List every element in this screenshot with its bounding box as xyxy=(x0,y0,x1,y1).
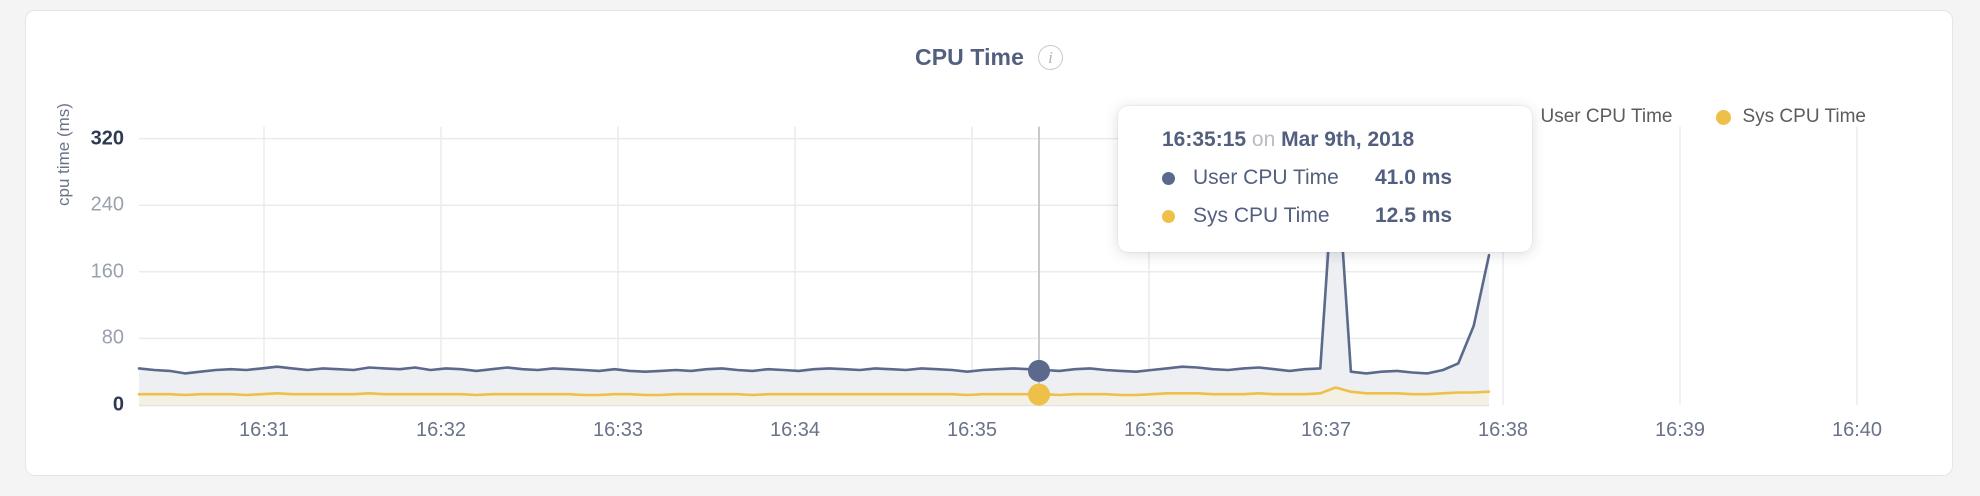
x-axis-tick-label: 16:40 xyxy=(1831,419,1883,441)
x-axis-tick-label: 16:38 xyxy=(1477,419,1529,441)
y-axis-tick-label: 80 xyxy=(101,326,124,349)
y-axis-tick-label: 160 xyxy=(90,260,124,283)
tooltip-timestamp: 16:35:15 on Mar 9th, 2018 xyxy=(1118,128,1532,152)
tooltip-time: 16:35:15 xyxy=(1162,128,1247,151)
tooltip-dot-user-cpu-time xyxy=(1162,171,1175,185)
chart-plot-area[interactable]: cpu time (ms) 0 80 160 240 320 16:31 16:32 16:… xyxy=(26,11,1952,475)
tooltip-date: Mar 9th, 2018 xyxy=(1281,128,1415,151)
tooltip-dot-sys-cpu-time xyxy=(1162,209,1175,223)
legend-item-sys-cpu-time[interactable]: Sys CPU Time xyxy=(1716,106,1866,128)
chart-canvas[interactable] xyxy=(26,11,1954,477)
tooltip-value-sys-cpu-time: 12.5 ms xyxy=(1375,204,1453,227)
y-axis-tick-label: 320 xyxy=(90,127,124,150)
x-axis-tick-label: 16:32 xyxy=(415,419,467,441)
x-axis-tick-label: 16:39 xyxy=(1654,419,1706,441)
x-axis-tick-label: 16:34 xyxy=(769,419,821,441)
y-axis-tick-label: 0 xyxy=(112,393,124,416)
legend-label-user-cpu-time: User CPU Time xyxy=(1540,106,1673,127)
info-icon[interactable]: i xyxy=(1038,44,1064,70)
x-axis-tick-label: 16:36 xyxy=(1123,419,1175,441)
page-title: CPU Time xyxy=(914,43,1025,70)
tooltip-row-user-cpu-time: User CPU Time 41.0 ms xyxy=(1118,166,1532,190)
cpu-time-card: CPU Time i cpu time (ms) 0 80 160 240 320 16… xyxy=(25,10,1953,476)
x-axis-tick-label: 16:35 xyxy=(946,419,998,441)
y-axis-tick-label: 240 xyxy=(90,193,124,216)
hover-tooltip: 16:35:15 on Mar 9th, 2018 User CPU Time … xyxy=(1118,106,1532,252)
tooltip-row-sys-cpu-time: Sys CPU Time 12.5 ms xyxy=(1118,204,1532,228)
tooltip-on-word: on xyxy=(1251,128,1276,151)
x-axis-tick-label: 16:31 xyxy=(238,419,290,441)
chart-legend[interactable]: User CPU Time Sys CPU Time xyxy=(1515,106,1867,128)
x-axis-tick-label: 16:33 xyxy=(592,419,644,441)
tooltip-name-sys-cpu-time: Sys CPU Time xyxy=(1193,204,1330,227)
tooltip-value-user-cpu-time: 41.0 ms xyxy=(1375,166,1453,189)
card-header: CPU Time i xyxy=(26,37,1952,77)
legend-label-sys-cpu-time: Sys CPU Time xyxy=(1742,106,1866,127)
tooltip-name-user-cpu-time: User CPU Time xyxy=(1193,166,1339,189)
x-axis-tick-label: 16:37 xyxy=(1300,419,1352,441)
legend-item-user-cpu-time[interactable]: User CPU Time xyxy=(1515,106,1673,128)
legend-dot-sys-cpu-time xyxy=(1716,109,1732,125)
